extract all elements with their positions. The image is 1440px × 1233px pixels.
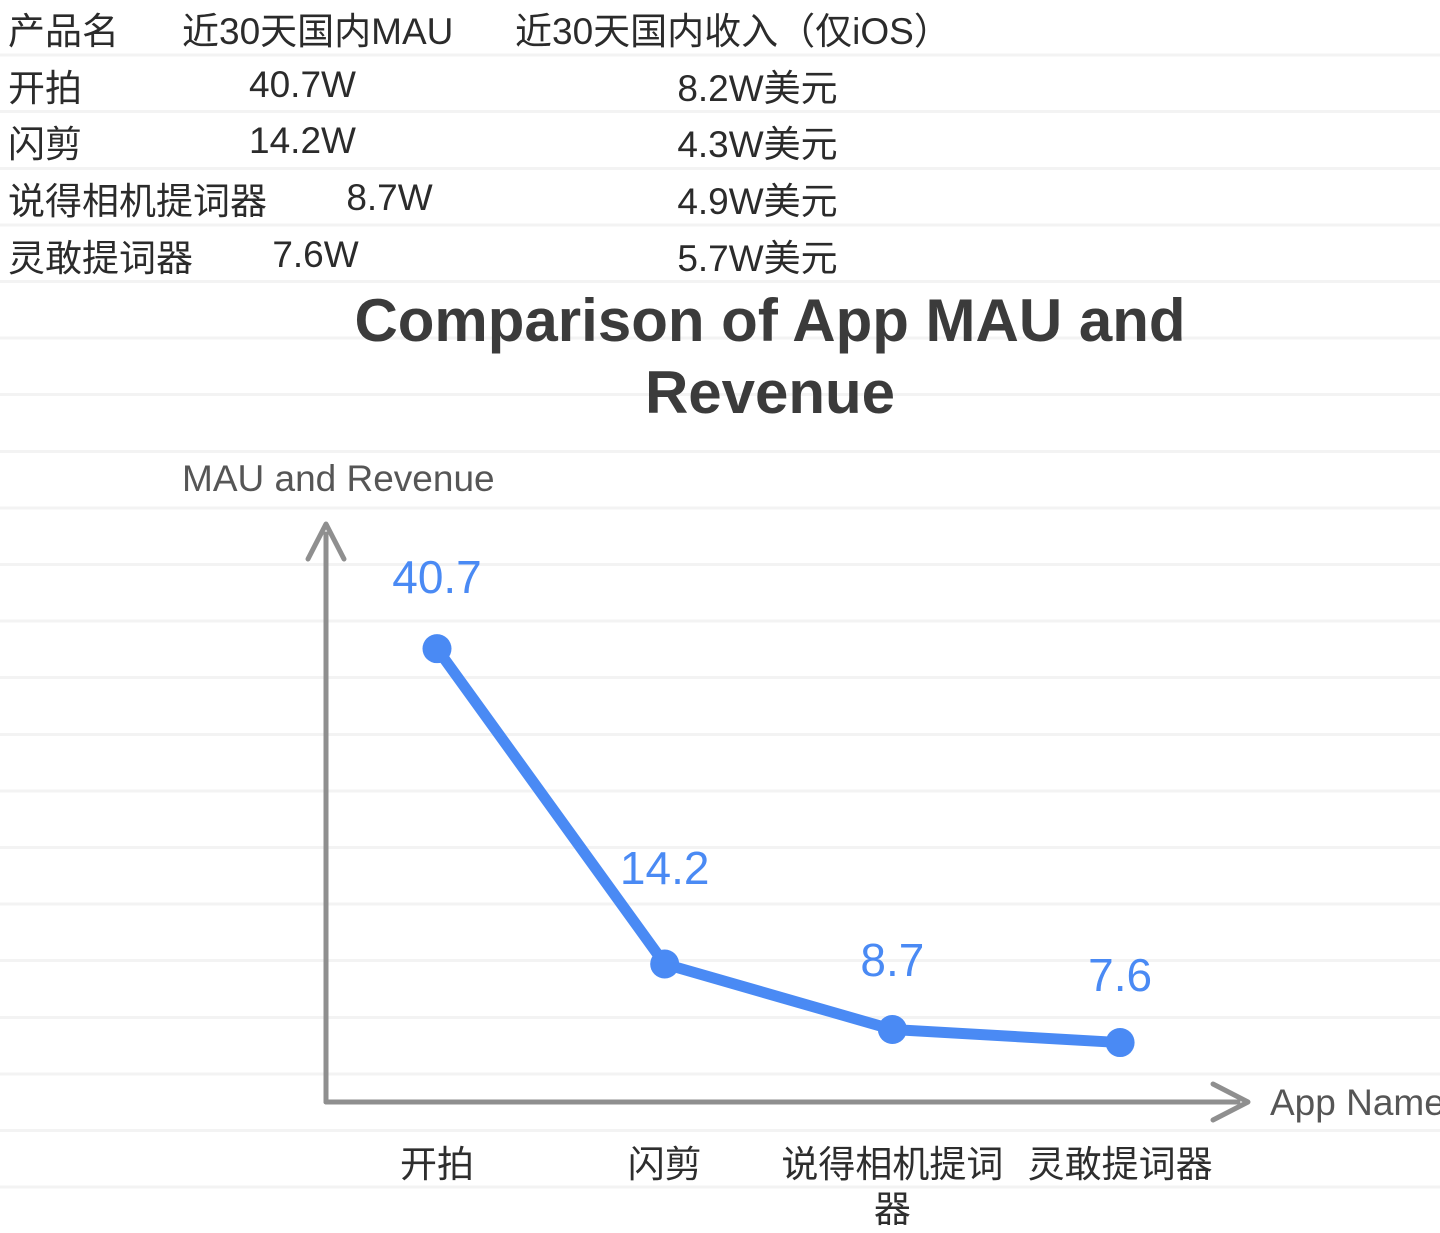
data-point-label: 40.7 — [392, 550, 482, 603]
x-tick-label: 说得相机提词器 — [781, 1144, 1004, 1230]
mau-cell: 40.7W — [249, 63, 356, 105]
data-line — [431, 643, 1126, 1049]
mau-cell: 14.2W — [249, 120, 356, 162]
chart-title: Comparison of App MAU and Revenue — [100, 285, 1440, 429]
column-header-mau: 近30天国内MAU — [182, 11, 454, 53]
table-row: 闪剪 14.2W 4.3W美元 — [0, 113, 1440, 170]
x-tick-label: 闪剪 — [627, 1144, 702, 1185]
data-point-label: 14.2 — [619, 842, 710, 895]
column-header-revenue: 近30天国内收入（仅iOS） — [515, 11, 951, 53]
chart-title-line2: Revenue — [644, 359, 896, 426]
table-header-row: 产品名 近30天国内MAU 近30天国内收入（仅iOS） — [0, 0, 1440, 57]
revenue-cell: 5.7W美元 — [677, 237, 838, 279]
column-header-product-name: 产品名 — [8, 11, 119, 53]
y-axis-arrow-icon — [305, 521, 347, 562]
x-axis-label: App Name — [1270, 1082, 1440, 1123]
table-row: 灵敢提词器 7.6W 5.7W美元 — [0, 226, 1440, 283]
app-stats-table: 产品名 近30天国内MAU 近30天国内收入（仅iOS） 开拍 40.7W 8.… — [0, 0, 1440, 283]
mau-cell: 8.7W — [346, 177, 433, 219]
data-point — [877, 1014, 907, 1044]
app-name-cell: 开拍 — [8, 67, 82, 109]
data-point — [650, 949, 680, 979]
revenue-cell: 4.3W美元 — [677, 124, 838, 166]
chart-title-line1: Comparison of App MAU and — [354, 287, 1186, 354]
app-name-cell: 灵敢提词器 — [8, 237, 193, 279]
mau-cell: 7.6W — [272, 233, 359, 275]
x-tick-label: 开拍 — [400, 1144, 474, 1185]
table-row: 开拍 40.7W 8.2W美元 — [0, 57, 1440, 114]
x-tick-label: 灵敢提词器 — [1027, 1144, 1213, 1185]
revenue-cell: 4.9W美元 — [677, 181, 838, 223]
data-point — [422, 634, 452, 664]
data-point — [1105, 1028, 1135, 1058]
data-point-label: 8.7 — [860, 934, 925, 987]
y-axis-label: MAU and Revenue — [182, 458, 495, 499]
revenue-cell: 8.2W美元 — [677, 67, 838, 109]
x-axis-arrow-icon — [1210, 1081, 1251, 1123]
app-name-cell: 说得相机提词器 — [8, 181, 267, 223]
data-point-label: 7.6 — [1088, 948, 1153, 1001]
app-name-cell: 闪剪 — [8, 124, 82, 166]
table-row: 说得相机提词器 8.7W 4.9W美元 — [0, 170, 1440, 227]
